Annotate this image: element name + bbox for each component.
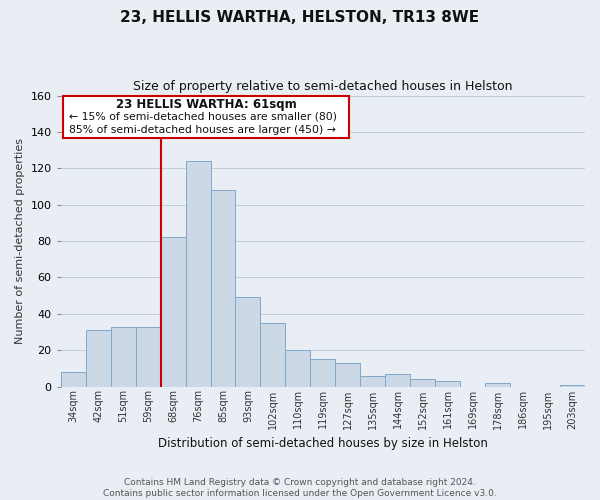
Bar — [385, 374, 410, 386]
Bar — [361, 376, 385, 386]
Bar — [185, 161, 211, 386]
Bar — [211, 190, 235, 386]
Bar — [335, 363, 361, 386]
Bar — [410, 379, 435, 386]
FancyBboxPatch shape — [64, 96, 349, 138]
Bar — [310, 359, 335, 386]
Bar — [260, 323, 286, 386]
Bar — [161, 238, 185, 386]
X-axis label: Distribution of semi-detached houses by size in Helston: Distribution of semi-detached houses by … — [158, 437, 488, 450]
Y-axis label: Number of semi-detached properties: Number of semi-detached properties — [15, 138, 25, 344]
Bar — [136, 326, 161, 386]
Text: 85% of semi-detached houses are larger (450) →: 85% of semi-detached houses are larger (… — [68, 124, 335, 134]
Bar — [286, 350, 310, 387]
Bar — [61, 372, 86, 386]
Text: 23 HELLIS WARTHA: 61sqm: 23 HELLIS WARTHA: 61sqm — [116, 98, 296, 112]
Bar — [110, 326, 136, 386]
Bar — [435, 381, 460, 386]
Text: Contains HM Land Registry data © Crown copyright and database right 2024.
Contai: Contains HM Land Registry data © Crown c… — [103, 478, 497, 498]
Bar — [560, 384, 585, 386]
Bar — [235, 298, 260, 386]
Text: ← 15% of semi-detached houses are smaller (80): ← 15% of semi-detached houses are smalle… — [68, 112, 337, 122]
Title: Size of property relative to semi-detached houses in Helston: Size of property relative to semi-detach… — [133, 80, 512, 93]
Bar — [485, 383, 510, 386]
Bar — [86, 330, 110, 386]
Text: 23, HELLIS WARTHA, HELSTON, TR13 8WE: 23, HELLIS WARTHA, HELSTON, TR13 8WE — [121, 10, 479, 25]
